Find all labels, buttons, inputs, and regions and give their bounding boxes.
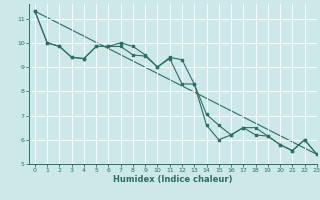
X-axis label: Humidex (Indice chaleur): Humidex (Indice chaleur)	[113, 175, 233, 184]
